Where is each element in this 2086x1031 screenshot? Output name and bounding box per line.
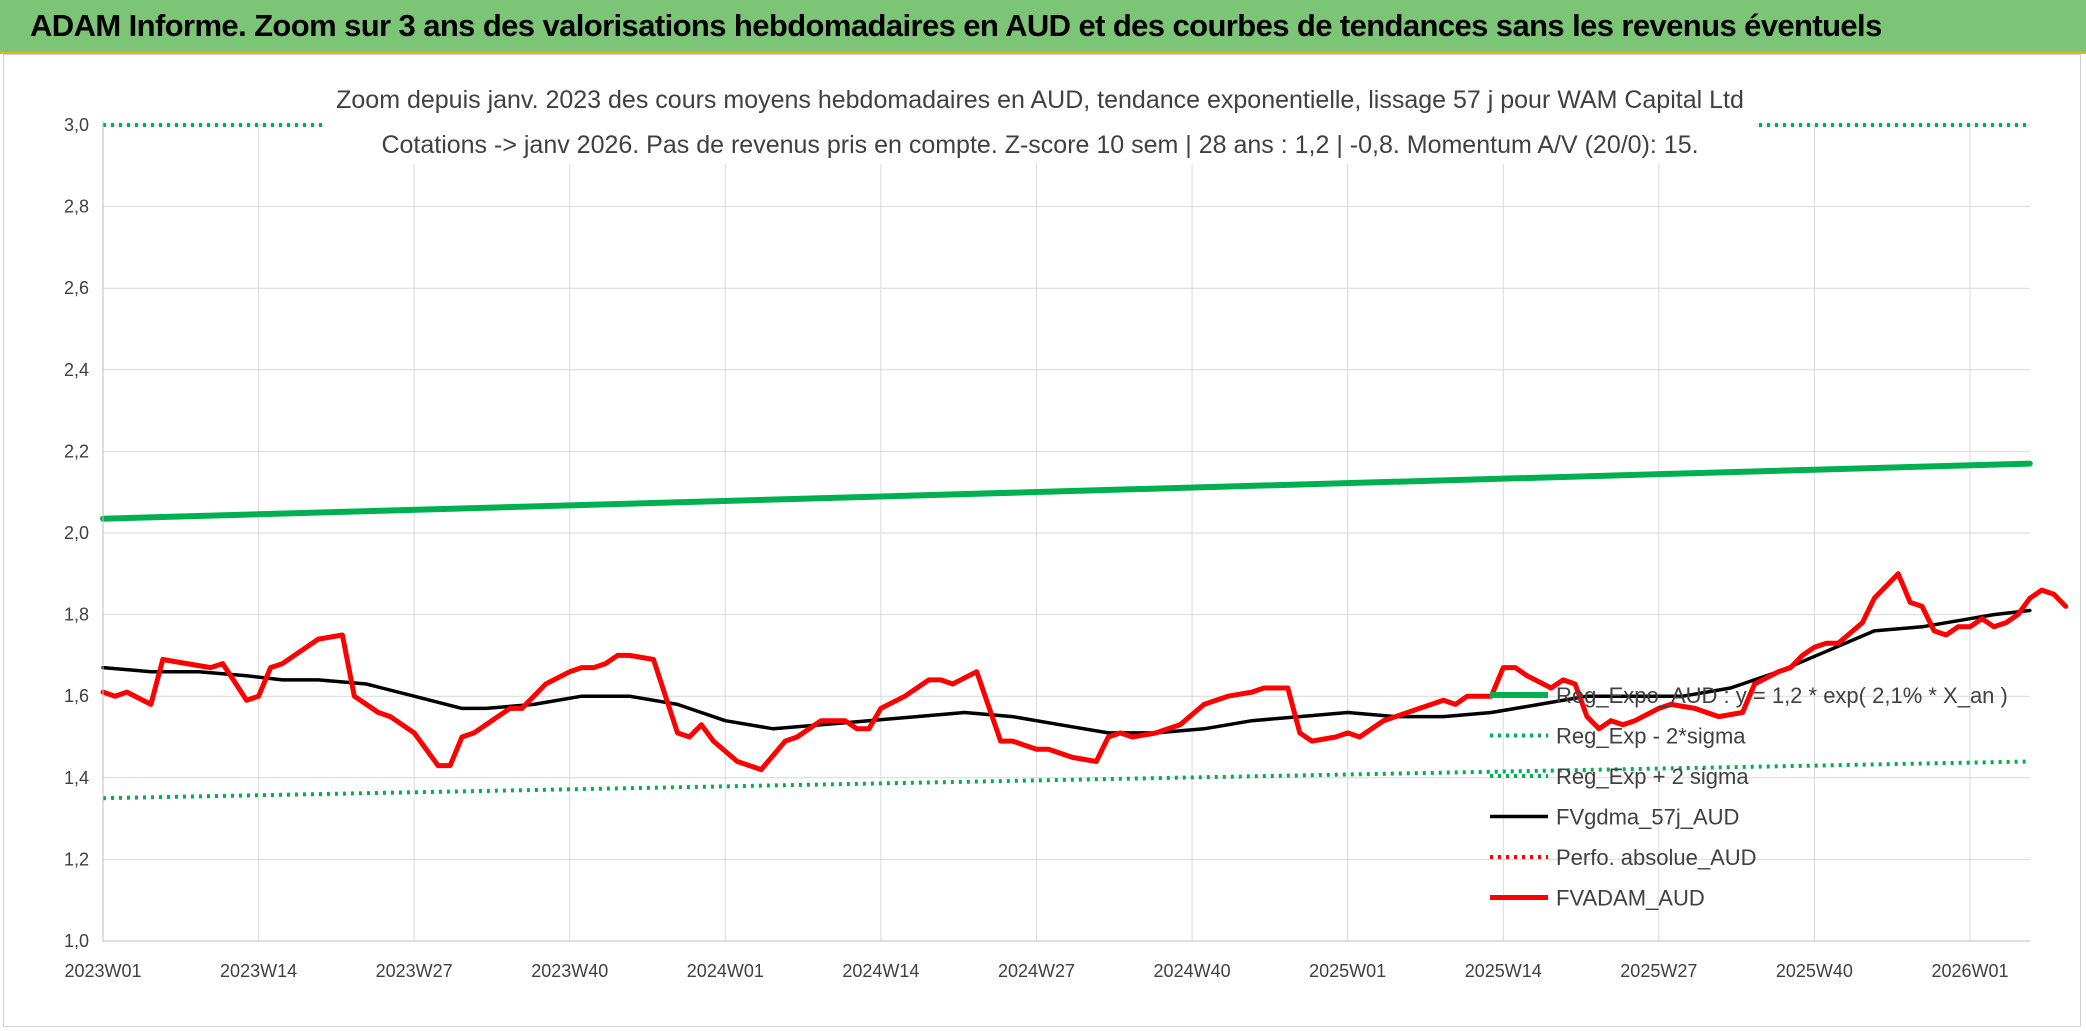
y-tick-label: 2,2 [64,441,89,461]
chart-title-block: Zoom depuis janv. 2023 des cours moyens … [325,74,1755,164]
legend-label: Perfo. absolue_AUD [1556,845,1757,870]
y-tick-label: 2,0 [64,523,89,543]
chart-frame [3,54,2081,1027]
x-tick-label: 2024W40 [1154,961,1231,981]
y-tick-label: 2,6 [64,278,89,298]
x-tick-label: 2025W14 [1465,961,1542,981]
y-tick-label: 2,8 [64,197,89,217]
y-tick-label: 1,8 [64,605,89,625]
legend: Reg_Expo_AUD : y = 1,2 * exp( 2,1% * X_a… [1490,683,2008,911]
y-tick-label: 2,4 [64,360,89,380]
chart-subtitle: Cotations -> janv 2026. Pas de revenus p… [381,131,1698,159]
x-tick-label: 2023W14 [220,961,297,981]
report-title: ADAM Informe. Zoom sur 3 ans des valoris… [30,8,1882,43]
series-line-0 [100,460,2033,522]
x-tick-label: 2026W01 [1931,961,2008,981]
report-banner: ADAM Informe. Zoom sur 3 ans des valoris… [0,0,2086,54]
series-line-3 [101,608,2032,735]
x-tick-label: 2023W01 [64,961,141,981]
title-background [325,74,1755,164]
x-tick-label: 2023W40 [531,961,608,981]
x-tick-label: 2024W01 [687,961,764,981]
x-tick-label: 2024W14 [842,961,919,981]
series-line-1 [102,759,2030,801]
x-tick-label: 2025W40 [1776,961,1853,981]
y-tick-label: 1,0 [64,931,89,951]
x-tick-label: 2023W27 [376,961,453,981]
y-tick-label: 1,2 [64,849,89,869]
y-tick-label: 1,6 [64,686,89,706]
legend-label: FVADAM_AUD [1556,886,1705,911]
legend-label: Reg_Exp + 2 sigma [1556,764,1749,789]
legend-label: FVgdma_57j_AUD [1556,805,1739,830]
chart-title: Zoom depuis janv. 2023 des cours moyens … [336,86,1744,114]
grid [102,124,2030,942]
x-tick-label: 2025W27 [1620,961,1697,981]
legend-label: Reg_Exp - 2*sigma [1556,724,1746,749]
x-tick-label: 2025W01 [1309,961,1386,981]
y-tick-label: 3,0 [64,115,89,135]
x-tick-label: 2024W27 [998,961,1075,981]
axes: 1,0 1,2 1,4 1,6 1,8 2,0 2,2 2,4 2,6 2,8 3,0 2023W01… [64,115,2030,981]
y-tick-label: 1,4 [64,768,89,788]
series-line-5 [100,571,2069,773]
legend-label: Reg_Expo_AUD : y = 1,2 * exp( 2,1% * X_a… [1556,683,2008,708]
